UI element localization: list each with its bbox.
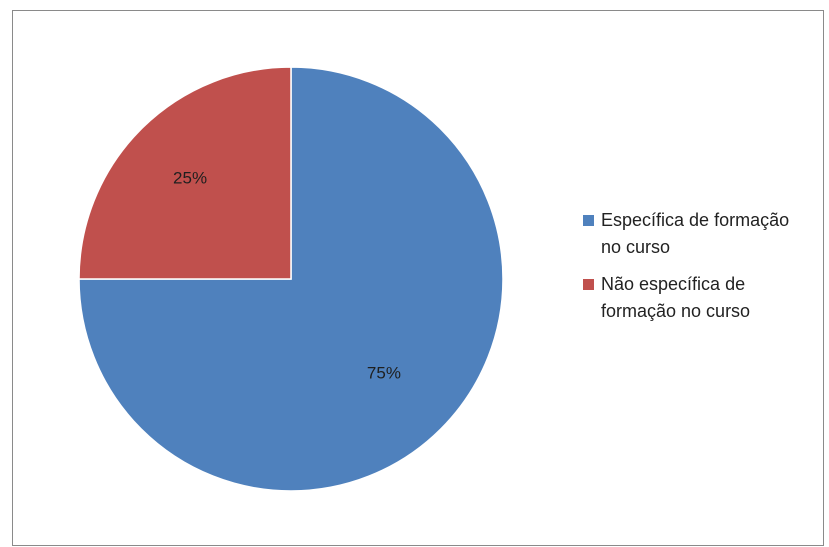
legend: Específica de formação no curso Não espe… (583, 207, 823, 335)
legend-label-especifica: Específica de formação no curso (601, 210, 790, 257)
pie-slice-especifica (78, 66, 504, 492)
legend-swatch-nao-especifica (583, 279, 594, 290)
legend-swatch-especifica (583, 215, 594, 226)
legend-label-nao-especifica: Não específica de formação no curso (601, 274, 751, 321)
data-label-nao-especifica: 25% (173, 169, 207, 188)
data-label-especifica: 75% (367, 363, 401, 382)
legend-item-nao-especifica: Não específica de formação no curso (583, 271, 823, 325)
legend-item-especifica: Específica de formação no curso (583, 207, 823, 261)
pie-slice-nao-especifica (78, 66, 292, 280)
